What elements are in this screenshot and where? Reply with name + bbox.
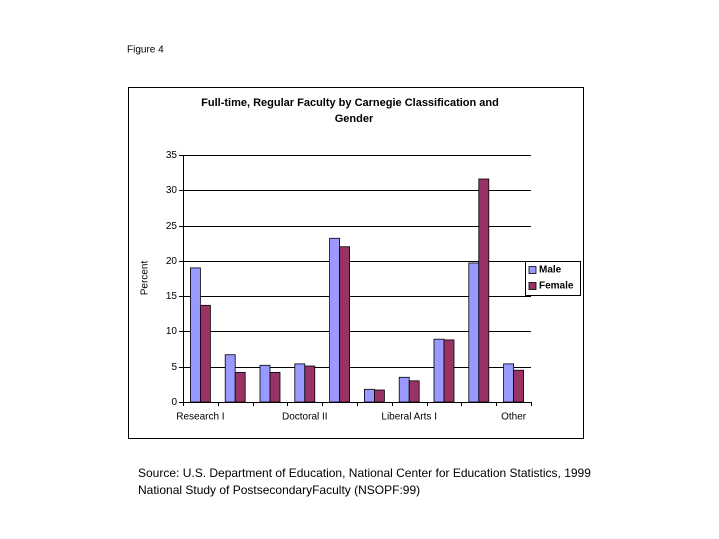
legend-label: Female [539, 281, 574, 292]
y-tick-label: 30 [166, 185, 178, 196]
bar [468, 262, 480, 403]
bar [189, 267, 201, 403]
bar [234, 371, 246, 403]
bar [339, 246, 351, 403]
bar [199, 304, 211, 403]
y-tick-label: 25 [166, 221, 178, 232]
bar [224, 354, 236, 403]
y-tick-label: 0 [171, 397, 177, 408]
y-axis-label: Percent [140, 261, 151, 296]
bar [259, 364, 271, 403]
bar [294, 363, 306, 403]
source: National Study of PostsecondaryFaculty (… [138, 483, 420, 497]
y-tick-label: 20 [166, 256, 178, 267]
y-tick-label: 5 [171, 362, 177, 373]
x-tick-label: Other [501, 412, 527, 423]
bar [503, 363, 515, 403]
x-tick-label: Liberal Arts I [381, 412, 437, 423]
figure-label: Figure 4 [127, 45, 164, 56]
legend-swatch [528, 266, 537, 274]
bar [329, 237, 341, 403]
bar [398, 376, 410, 403]
x-tick-label: Research I [176, 412, 224, 423]
y-tick-label: 10 [166, 326, 178, 337]
source: Source: U.S. Department of Education, Na… [138, 466, 591, 480]
legend-label: Male [539, 265, 562, 276]
bar [269, 371, 281, 403]
y-tick-label: 35 [166, 150, 178, 161]
x-tick-label: Doctoral II [282, 412, 328, 423]
bar [513, 369, 524, 403]
chart-title: Gender [335, 113, 374, 125]
bar [408, 380, 420, 403]
bar [443, 339, 455, 403]
bar [304, 365, 316, 403]
y-tick-label: 15 [166, 291, 178, 302]
bar [433, 338, 445, 403]
legend-swatch [528, 282, 537, 290]
bar [363, 388, 375, 403]
chart-title: Full-time, Regular Faculty by Carnegie C… [201, 97, 499, 109]
bar [373, 389, 385, 403]
bar [478, 178, 490, 403]
